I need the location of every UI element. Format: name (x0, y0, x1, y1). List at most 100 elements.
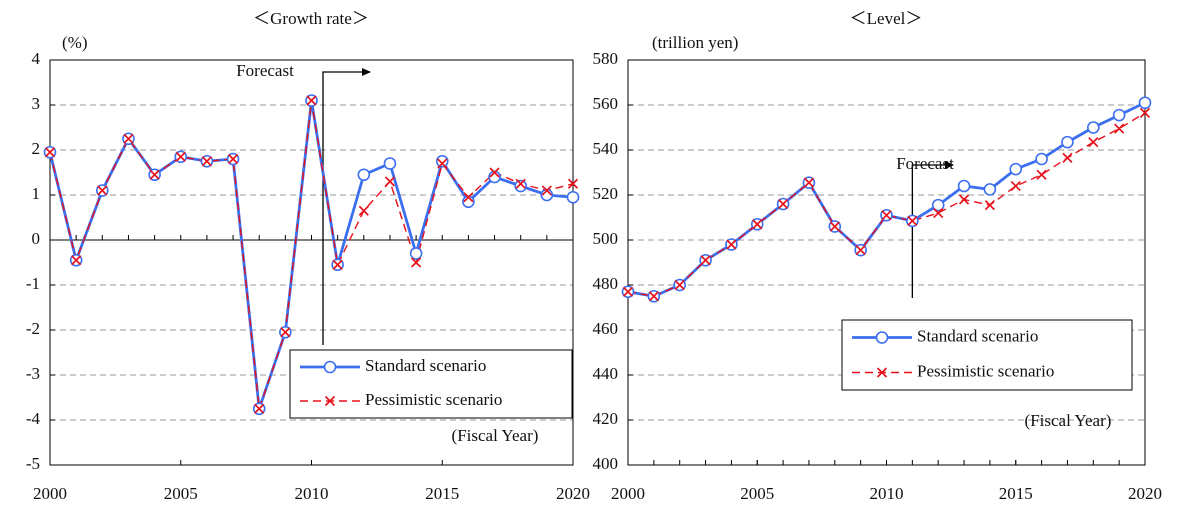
forecast-label: Forecast (236, 61, 294, 80)
x-tick-label: 2015 (999, 484, 1033, 503)
x-tick-label: 2000 (611, 484, 645, 503)
series-line (627, 112, 1146, 297)
y-tick-label: 480 (593, 274, 619, 293)
y-tick-label: 580 (593, 49, 619, 68)
x-tick-label: 2005 (164, 484, 198, 503)
marker (1035, 152, 1048, 166)
arrow-head (945, 161, 954, 169)
y-tick-label: -5 (26, 454, 40, 473)
marker (984, 200, 995, 211)
x-axis-label: (Fiscal Year) (1025, 411, 1112, 430)
y-tick-label: 560 (593, 94, 619, 113)
forecast-label: Forecast (896, 154, 954, 173)
marker (44, 147, 56, 158)
marker (1114, 123, 1125, 134)
marker (931, 198, 945, 212)
marker (1087, 121, 1100, 134)
marker (435, 154, 449, 168)
marker (463, 192, 474, 203)
marker (201, 156, 212, 167)
y-tick-label: 400 (593, 454, 619, 473)
marker (566, 190, 580, 204)
forecast-arrow (322, 71, 370, 345)
marker (383, 157, 397, 170)
marker (411, 257, 422, 268)
legend-marker (876, 367, 888, 378)
marker (357, 168, 371, 182)
legend-box (841, 319, 1133, 391)
y-tick-label: 460 (593, 319, 619, 338)
marker (674, 279, 685, 291)
legend-marker (324, 395, 336, 407)
y-tick-label: 420 (593, 409, 619, 428)
y-tick-label: 4 (32, 49, 41, 68)
marker (907, 215, 918, 226)
x-tick-label: 2015 (425, 484, 459, 503)
x-tick-label: 2010 (870, 484, 904, 503)
x-tick-label: 2000 (33, 484, 67, 503)
y-tick-label: -4 (26, 409, 41, 428)
marker (97, 185, 108, 196)
legend-marker (323, 360, 337, 374)
y-tick-label: -1 (26, 274, 40, 293)
legend-box (289, 349, 573, 419)
marker (123, 133, 134, 144)
y-axis-label: (trillion yen) (652, 33, 738, 52)
marker (358, 205, 369, 216)
x-tick-label: 2020 (556, 484, 590, 503)
y-tick-label: 3 (32, 94, 41, 113)
marker (1036, 169, 1047, 180)
y-tick-label: 520 (593, 184, 619, 203)
legend-marker (875, 331, 889, 344)
arrow-head (362, 68, 371, 76)
marker (1138, 96, 1152, 110)
marker (933, 207, 944, 219)
marker (227, 153, 239, 165)
x-axis-label: (Fiscal Year) (452, 426, 539, 445)
marker (829, 221, 840, 232)
marker (855, 245, 866, 256)
marker (957, 179, 971, 193)
marker (1009, 162, 1023, 176)
marker (1112, 108, 1126, 122)
marker (567, 178, 579, 189)
legend-label: Standard scenario (365, 356, 486, 375)
legend-label: Pessimistic scenario (917, 361, 1054, 380)
y-tick-label: 500 (593, 229, 619, 248)
marker (489, 167, 500, 178)
marker (71, 255, 82, 266)
marker (384, 176, 396, 187)
marker (700, 255, 711, 266)
y-tick-label: 2 (32, 139, 41, 158)
marker (514, 179, 528, 193)
marker (803, 177, 815, 188)
y-tick-label: -3 (26, 364, 40, 383)
marker (958, 194, 970, 205)
forecast-arrow (911, 164, 953, 298)
y-axis-label: (%) (62, 33, 87, 52)
y-tick-label: 1 (32, 184, 41, 203)
legend-label: Pessimistic scenario (365, 390, 502, 409)
marker (254, 403, 265, 414)
y-tick-label: -2 (26, 319, 40, 338)
marker (1061, 135, 1074, 149)
x-tick-label: 2010 (295, 484, 329, 503)
marker (1139, 107, 1151, 118)
marker (983, 183, 997, 196)
x-tick-label: 2020 (1128, 484, 1162, 503)
marker (541, 185, 552, 196)
chart-title: ＜Level＞ (850, 9, 923, 28)
y-tick-label: 440 (593, 364, 619, 383)
legend-label: Standard scenario (917, 326, 1038, 345)
marker (622, 286, 634, 297)
marker (306, 95, 317, 106)
marker (409, 247, 423, 260)
y-tick-label: 0 (32, 229, 41, 248)
marker (437, 158, 448, 169)
marker (726, 239, 737, 250)
marker (648, 291, 659, 302)
marker (881, 210, 892, 221)
marker (332, 259, 343, 270)
chart-title: ＜Growth rate＞ (253, 9, 369, 28)
